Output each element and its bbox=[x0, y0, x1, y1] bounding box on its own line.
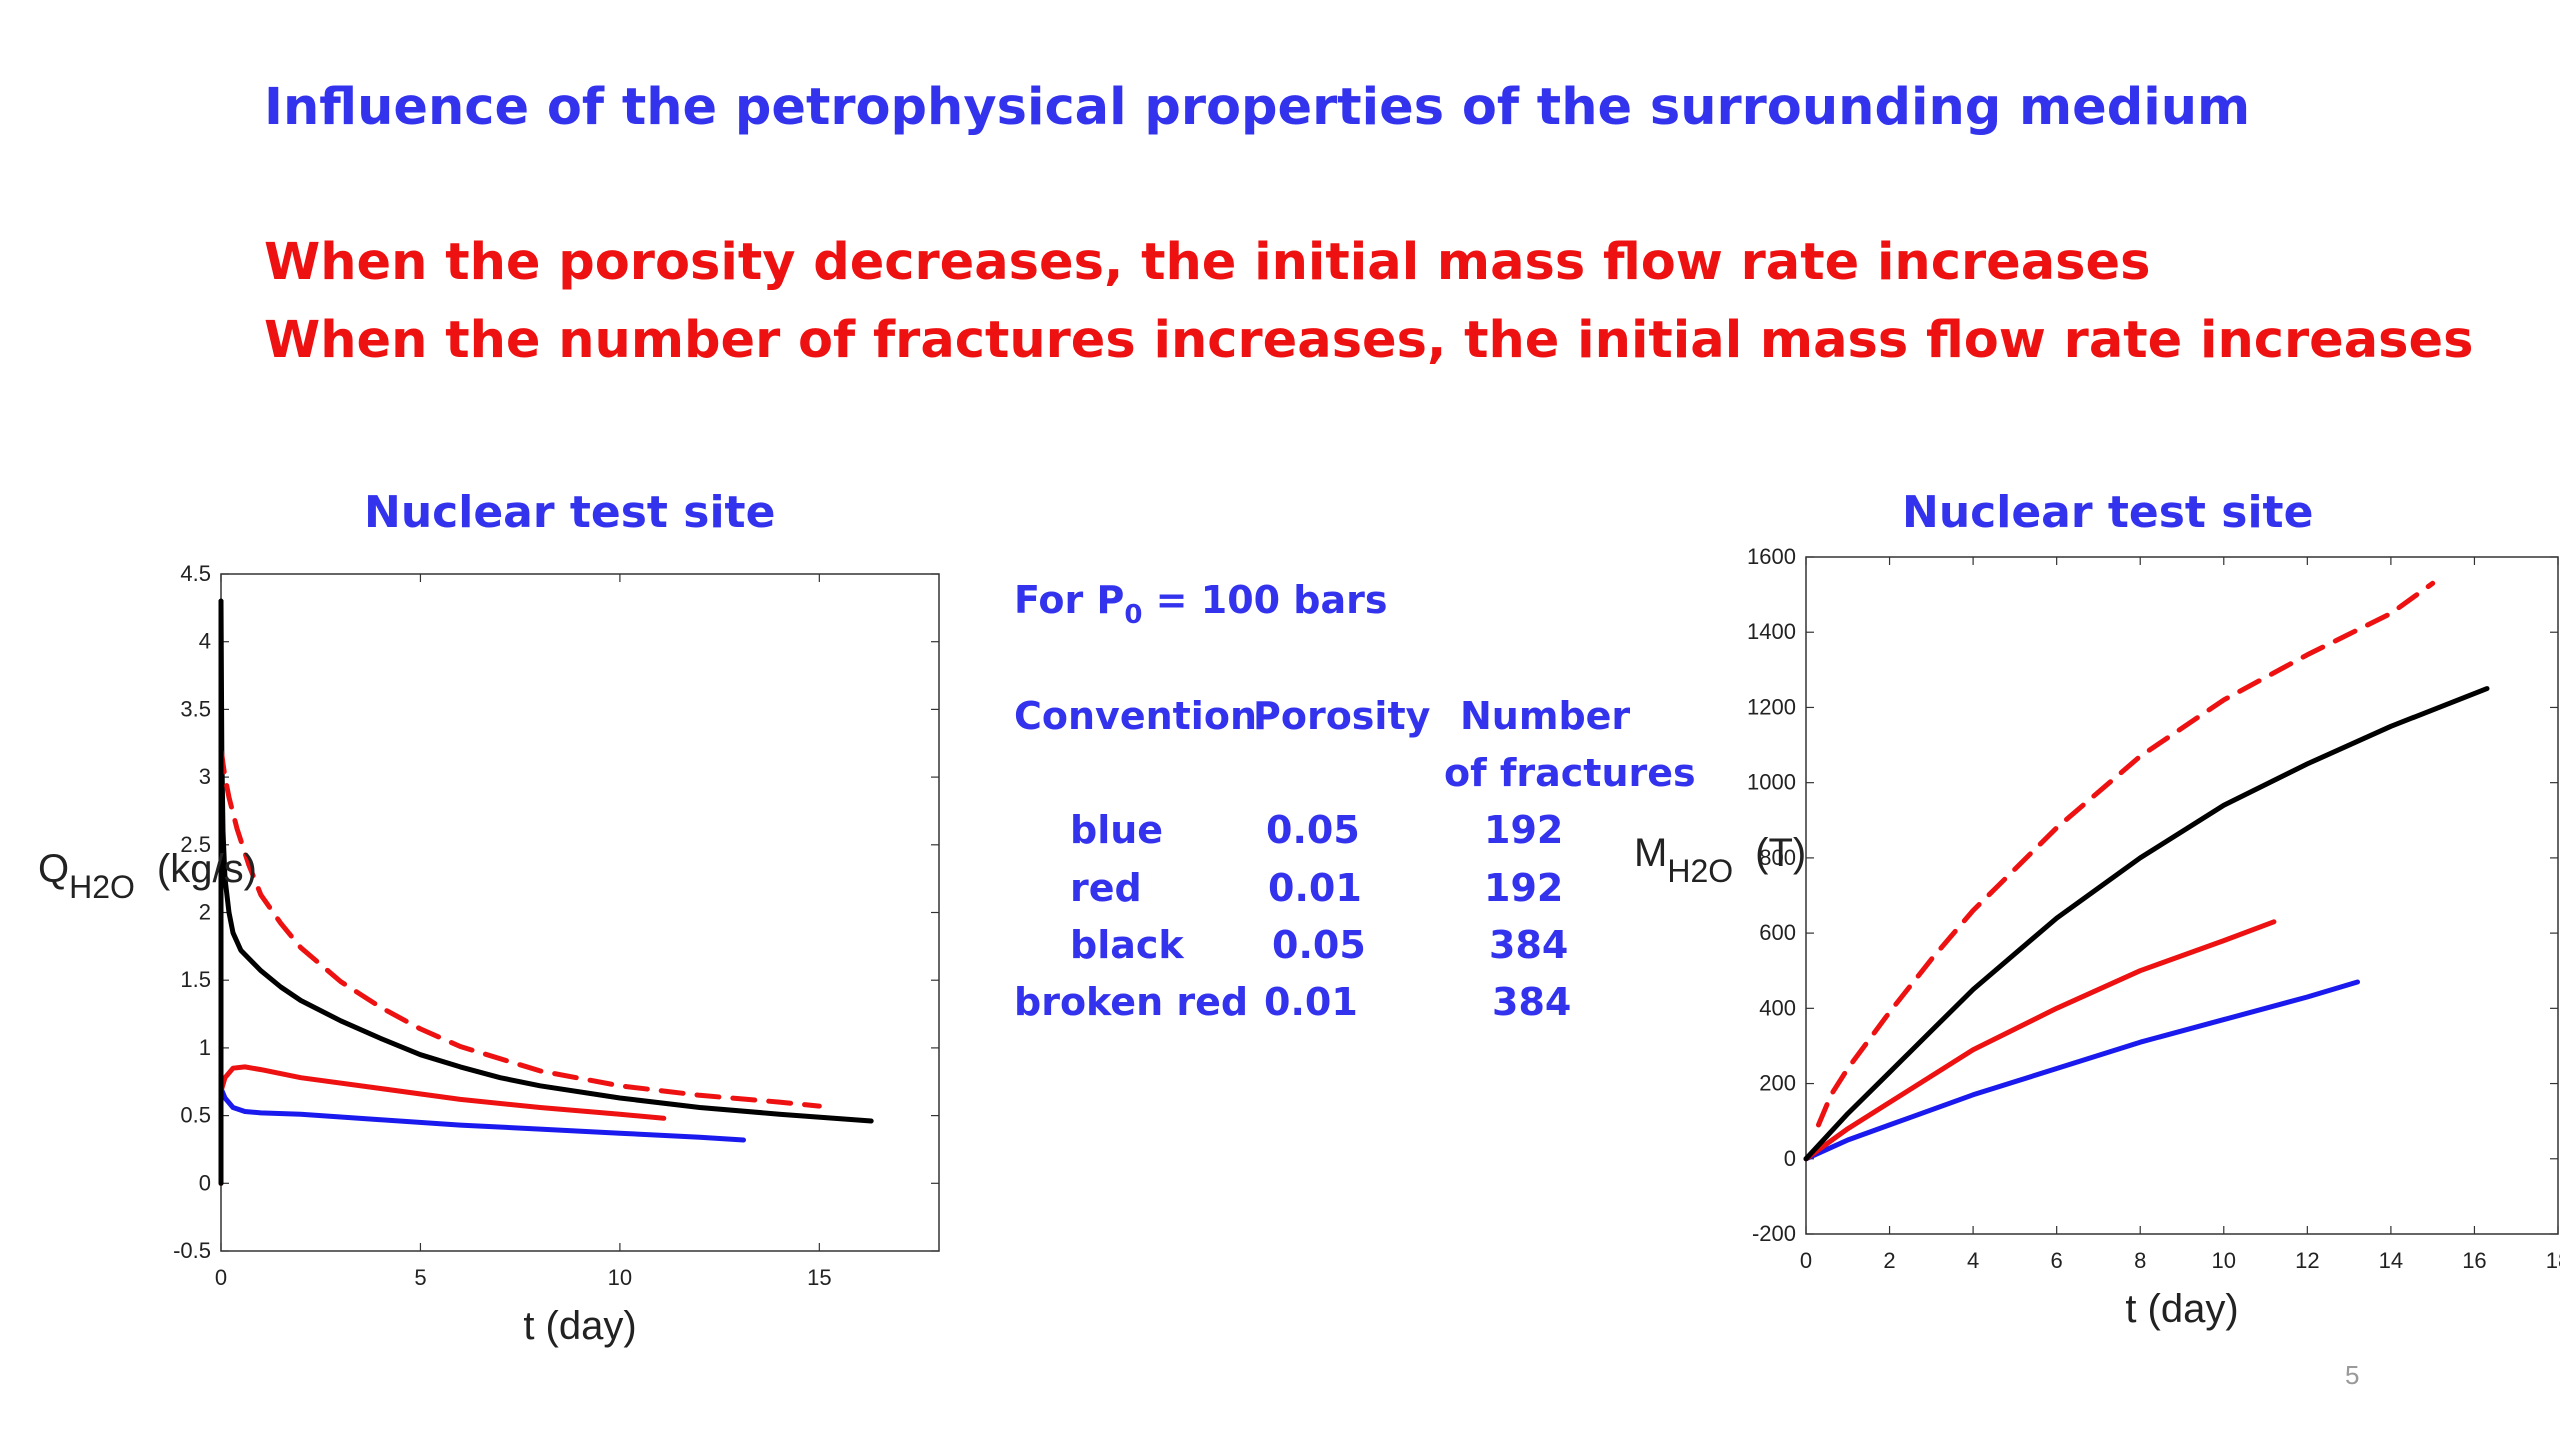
series-line bbox=[218, 747, 822, 1109]
row-convention: red bbox=[1070, 866, 1142, 910]
row-convention: broken red bbox=[1014, 980, 1249, 1024]
row-convention: blue bbox=[1070, 808, 1164, 852]
x-tick-label: 0 bbox=[1800, 1248, 1812, 1273]
y-tick-label: 0 bbox=[1784, 1146, 1796, 1171]
row-porosity: 0.05 bbox=[1272, 923, 1366, 967]
plot-frame bbox=[220, 573, 940, 1252]
pressure-note: For P0 = 100 bars bbox=[1014, 578, 1388, 630]
statement-porosity: When the porosity decreases, the initial… bbox=[264, 233, 2151, 292]
series-line bbox=[218, 598, 874, 1124]
header-number: Number bbox=[1460, 694, 1631, 738]
y-tick-label: 0 bbox=[199, 1170, 211, 1195]
y-tick-label: 1200 bbox=[1747, 694, 1796, 719]
x-tick-label: 18 bbox=[2546, 1248, 2560, 1273]
page-number: 5 bbox=[2345, 1360, 2360, 1390]
y-tick-label: 2 bbox=[199, 900, 211, 925]
series-line bbox=[218, 1064, 667, 1121]
row-convention: black bbox=[1070, 923, 1184, 967]
x-tick-label: 12 bbox=[2295, 1248, 2319, 1273]
y-tick-label: 1 bbox=[199, 1035, 211, 1060]
row-fractures: 192 bbox=[1484, 866, 1564, 910]
statement-fractures: When the number of fractures increases, … bbox=[264, 311, 2474, 370]
y-tick-label: 1.5 bbox=[180, 967, 211, 992]
series-line bbox=[1803, 919, 2277, 1162]
series-line bbox=[1816, 580, 2436, 1128]
x-axis-label: t (day) bbox=[523, 1304, 636, 1348]
y-tick-label: 1400 bbox=[1747, 619, 1796, 644]
y-tick-label: -200 bbox=[1752, 1221, 1796, 1246]
y-tick-label: 1000 bbox=[1747, 770, 1796, 795]
y-axis-label: QH2O (kg/s) bbox=[38, 847, 257, 905]
row-porosity: 0.01 bbox=[1268, 866, 1362, 910]
x-tick-label: 16 bbox=[2462, 1248, 2486, 1273]
row-porosity: 0.01 bbox=[1264, 980, 1358, 1024]
y-tick-label: 2.5 bbox=[180, 832, 211, 857]
row-fractures: 384 bbox=[1489, 923, 1569, 967]
y-tick-label: -0.5 bbox=[173, 1238, 211, 1263]
row-porosity: 0.05 bbox=[1266, 808, 1360, 852]
x-tick-label: 10 bbox=[2212, 1248, 2236, 1273]
series-line bbox=[218, 1086, 746, 1143]
row-fractures: 192 bbox=[1484, 808, 1564, 852]
slide-heading: Influence of the petrophysical propertie… bbox=[264, 78, 2251, 137]
y-tick-label: 3.5 bbox=[180, 696, 211, 721]
left-chart-title: Nuclear test site bbox=[364, 487, 776, 538]
x-tick-label: 10 bbox=[608, 1265, 632, 1290]
y-tick-label: 1600 bbox=[1747, 544, 1796, 569]
header-porosity: Porosity bbox=[1253, 694, 1431, 738]
series-line bbox=[1803, 686, 2490, 1162]
y-tick-label: 4.5 bbox=[180, 561, 211, 586]
row-fractures: 384 bbox=[1492, 980, 1572, 1024]
y-tick-label: 400 bbox=[1759, 995, 1796, 1020]
right-chart-title: Nuclear test site bbox=[1902, 487, 2314, 538]
header-convention: Convention bbox=[1014, 694, 1257, 738]
y-tick-label: 200 bbox=[1759, 1071, 1796, 1096]
x-tick-label: 14 bbox=[2379, 1248, 2403, 1273]
y-tick-label: 800 bbox=[1759, 845, 1796, 870]
y-tick-label: 3 bbox=[199, 764, 211, 789]
x-tick-label: 6 bbox=[2051, 1248, 2063, 1273]
x-axis-label: t (day) bbox=[2125, 1287, 2238, 1331]
plot-frame bbox=[1805, 556, 2559, 1235]
x-tick-label: 4 bbox=[1967, 1248, 1979, 1273]
y-tick-label: 600 bbox=[1759, 920, 1796, 945]
x-tick-label: 8 bbox=[2134, 1248, 2146, 1273]
y-tick-label: 4 bbox=[199, 629, 211, 654]
y-axis-label: MH2O (T) bbox=[1634, 831, 1806, 889]
series-line bbox=[1803, 979, 2360, 1162]
header-of-fractures: of fractures bbox=[1444, 751, 1696, 795]
x-tick-label: 5 bbox=[414, 1265, 426, 1290]
y-tick-label: 0.5 bbox=[180, 1103, 211, 1128]
x-tick-label: 15 bbox=[807, 1265, 831, 1290]
x-tick-label: 2 bbox=[1883, 1248, 1895, 1273]
x-tick-label: 0 bbox=[215, 1265, 227, 1290]
